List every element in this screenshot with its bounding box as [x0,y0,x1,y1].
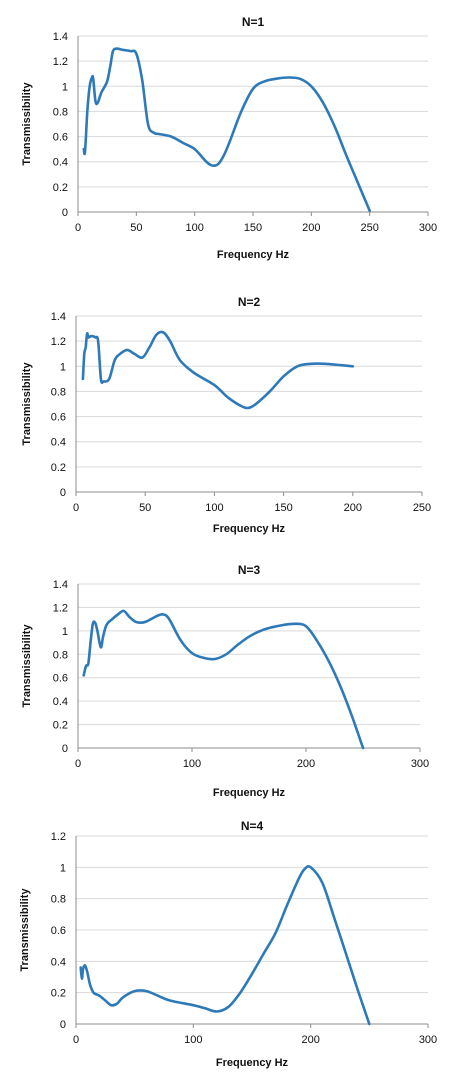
y-tick-label: 0.2 [53,182,68,194]
transmissibility-series-line [82,47,371,212]
y-axis-label: Transmissibility [21,82,33,166]
y-tick-label: 0.4 [53,157,68,169]
x-tick-label: 100 [183,758,201,770]
y-axis-label: Transmissibility [19,888,31,972]
x-tick-label: 0 [75,758,81,770]
chart-title: N=4 [241,819,264,833]
x-tick-label: 200 [297,758,315,770]
y-tick-label: 0.6 [51,925,66,937]
y-tick-label: 1.2 [53,56,68,68]
x-tick-label: 150 [244,222,262,234]
x-axis-label: Frequency Hz [213,523,286,535]
y-tick-label: 0.4 [51,956,66,968]
y-tick-label: 0.8 [51,894,66,906]
x-tick-label: 150 [274,502,292,514]
y-tick-label: 0.8 [51,386,66,398]
y-tick-label: 1.4 [53,579,68,591]
x-tick-label: 0 [73,502,79,514]
y-tick-label: 1.2 [51,336,66,348]
chart-panel-n3: 0 0.2 0.4 0.6 0.8 1 1.2 1.4 0 100 200 300 N=3 Frequen… [0,548,462,816]
transmissibility-chart-n2: 0 0.2 0.4 0.6 0.8 1 1.2 1.4 0 50 100 150 200 250 N=2 Fr… [21,295,431,535]
y-tick-label: 0.8 [53,106,68,118]
x-tick-label: 100 [205,502,223,514]
y-tick-label: 0.6 [53,673,68,685]
y-tick-label: 0 [60,487,66,499]
y-tick-label: 1 [62,81,68,93]
x-tick-label: 100 [184,1034,202,1046]
y-tick-label: 1.2 [51,831,66,843]
x-tick-label: 100 [185,222,203,234]
x-axis-label: Frequency Hz [216,1057,289,1069]
y-tick-label: 1 [60,862,66,874]
y-tick-label: 0.6 [53,132,68,144]
x-tick-label: 250 [413,502,431,514]
y-axis-label: Transmissibility [21,362,33,446]
transmissibility-series-line [81,330,355,410]
x-tick-label: 200 [302,222,320,234]
y-tick-label: 0 [60,1019,66,1031]
x-axis-label: Frequency Hz [217,249,290,261]
y-tick-label: 1 [60,361,66,373]
y-tick-label: 1.4 [51,311,66,323]
chart-title: N=3 [238,563,261,577]
y-axis-label: Transmissibility [21,624,33,708]
y-tick-label: 0.2 [51,988,66,1000]
y-tick-label: 0.2 [53,720,68,732]
chart-title: N=1 [242,15,265,29]
transmissibility-chart-n4: 0 0.2 0.4 0.6 0.8 1 1.2 0 100 200 300 N=4 Frequency … [19,819,437,1069]
y-tick-label: 0.8 [53,649,68,661]
y-tick-label: 0.6 [51,412,66,424]
y-tick-label: 0 [62,207,68,219]
chart-panel-n2: 0 0.2 0.4 0.6 0.8 1 1.2 1.4 0 50 100 150 200 250 N=2 Fr… [0,280,462,542]
x-tick-label: 50 [130,222,142,234]
x-tick-label: 200 [301,1034,319,1046]
x-axis-label: Frequency Hz [213,787,286,799]
transmissibility-chart-n3: 0 0.2 0.4 0.6 0.8 1 1.2 1.4 0 100 200 300 N=3 Frequen… [21,563,429,799]
chart-panel-n4: 0 0.2 0.4 0.6 0.8 1 1.2 0 100 200 300 N=4 Frequency … [0,812,462,1074]
chart-title: N=2 [238,295,261,309]
y-tick-label: 0.4 [53,696,68,708]
y-tick-label: 0 [62,743,68,755]
x-tick-label: 250 [360,222,378,234]
y-tick-label: 1 [62,626,68,638]
x-tick-label: 0 [75,222,81,234]
x-tick-label: 50 [139,502,151,514]
x-tick-label: 300 [419,222,437,234]
y-tick-label: 1.2 [53,602,68,614]
x-tick-label: 300 [419,1034,437,1046]
y-tick-label: 0.4 [51,437,66,449]
transmissibility-series-line [82,609,365,750]
y-tick-label: 0.2 [51,462,66,474]
x-tick-label: 0 [73,1034,79,1046]
x-tick-label: 200 [344,502,362,514]
chart-panel-n1: 0 0.2 0.4 0.6 0.8 1 1.2 1.4 0 50 100 150 200 250 300 N=… [0,0,462,270]
transmissibility-chart-n1: 0 0.2 0.4 0.6 0.8 1 1.2 1.4 0 50 100 150 200 250 300 N=… [21,15,437,261]
y-tick-label: 1.4 [53,31,68,43]
x-tick-label: 300 [411,758,429,770]
transmissibility-series-line [79,865,371,1026]
